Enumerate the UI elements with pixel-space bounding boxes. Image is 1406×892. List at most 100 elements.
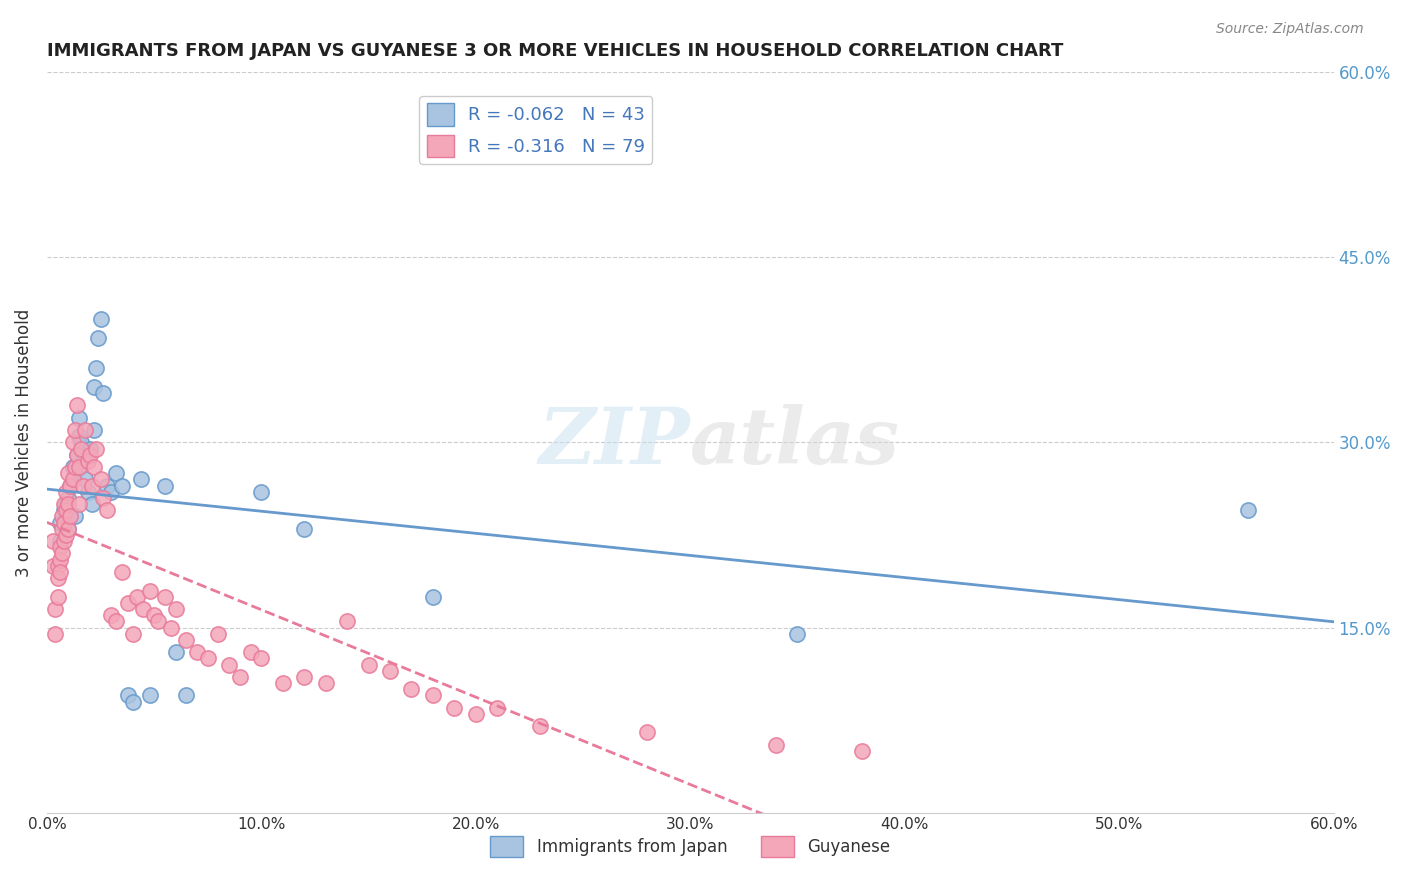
Point xyxy=(165,645,187,659)
Point xyxy=(378,664,401,678)
Point xyxy=(83,380,105,394)
Point xyxy=(87,331,110,345)
Point xyxy=(70,435,93,450)
Text: atlas: atlas xyxy=(690,404,900,481)
Legend: R = -0.062   N = 43, R = -0.316   N = 79: R = -0.062 N = 43, R = -0.316 N = 79 xyxy=(419,96,652,164)
Point xyxy=(59,478,82,492)
Point xyxy=(229,670,252,684)
Point xyxy=(250,484,273,499)
Point xyxy=(42,534,65,549)
Point xyxy=(58,467,80,481)
Point xyxy=(104,467,127,481)
Point xyxy=(207,626,229,640)
Point xyxy=(132,602,155,616)
Point xyxy=(148,615,170,629)
Point xyxy=(63,423,86,437)
Point xyxy=(49,516,72,530)
Point xyxy=(55,528,77,542)
Point xyxy=(66,448,89,462)
Point xyxy=(139,689,162,703)
Point xyxy=(63,467,86,481)
Point xyxy=(271,676,294,690)
Point xyxy=(96,478,118,492)
Point xyxy=(292,522,315,536)
Point xyxy=(186,645,208,659)
Point xyxy=(53,497,76,511)
Point xyxy=(51,509,73,524)
Point xyxy=(165,602,187,616)
Point xyxy=(62,460,84,475)
Point xyxy=(59,478,82,492)
Point xyxy=(160,620,183,634)
Point xyxy=(636,725,658,739)
Point xyxy=(72,454,94,468)
Point xyxy=(44,602,66,616)
Point xyxy=(422,590,444,604)
Point xyxy=(84,361,107,376)
Point xyxy=(765,738,787,752)
Point xyxy=(117,596,139,610)
Point xyxy=(46,590,69,604)
Point xyxy=(80,497,103,511)
Point xyxy=(100,608,122,623)
Point xyxy=(76,454,98,468)
Point xyxy=(67,429,90,443)
Point xyxy=(104,615,127,629)
Text: Source: ZipAtlas.com: Source: ZipAtlas.com xyxy=(1216,22,1364,37)
Point xyxy=(422,689,444,703)
Point xyxy=(59,509,82,524)
Point xyxy=(117,689,139,703)
Point xyxy=(44,626,66,640)
Point xyxy=(486,700,509,714)
Point xyxy=(218,657,240,672)
Point xyxy=(83,460,105,475)
Point xyxy=(58,497,80,511)
Point xyxy=(72,478,94,492)
Point xyxy=(851,744,873,758)
Point xyxy=(58,509,80,524)
Point xyxy=(53,516,76,530)
Point xyxy=(49,541,72,555)
Point xyxy=(55,497,77,511)
Point xyxy=(58,522,80,536)
Point xyxy=(67,410,90,425)
Y-axis label: 3 or more Vehicles in Household: 3 or more Vehicles in Household xyxy=(15,309,32,576)
Point xyxy=(336,615,359,629)
Point xyxy=(89,473,111,487)
Point xyxy=(67,460,90,475)
Point xyxy=(62,473,84,487)
Text: IMMIGRANTS FROM JAPAN VS GUYANESE 3 OR MORE VEHICLES IN HOUSEHOLD CORRELATION CH: IMMIGRANTS FROM JAPAN VS GUYANESE 3 OR M… xyxy=(46,42,1063,60)
Point xyxy=(55,503,77,517)
Point xyxy=(66,399,89,413)
Point xyxy=(91,386,114,401)
Point xyxy=(83,423,105,437)
Point xyxy=(49,565,72,579)
Point xyxy=(139,583,162,598)
Point xyxy=(401,682,423,697)
Point xyxy=(443,700,465,714)
Point xyxy=(51,522,73,536)
Point xyxy=(62,473,84,487)
Point xyxy=(292,670,315,684)
Point xyxy=(67,497,90,511)
Point xyxy=(66,448,89,462)
Point xyxy=(49,534,72,549)
Point xyxy=(63,460,86,475)
Point xyxy=(357,657,380,672)
Point xyxy=(89,312,111,326)
Point xyxy=(79,442,101,456)
Point xyxy=(63,509,86,524)
Point xyxy=(174,689,197,703)
Point xyxy=(111,565,134,579)
Point xyxy=(42,558,65,573)
Point xyxy=(58,491,80,505)
Point xyxy=(250,651,273,665)
Point xyxy=(55,484,77,499)
Point xyxy=(786,626,808,640)
Point xyxy=(46,571,69,585)
Point xyxy=(239,645,262,659)
Point xyxy=(58,522,80,536)
Point xyxy=(315,676,337,690)
Point xyxy=(75,473,97,487)
Point xyxy=(153,590,176,604)
